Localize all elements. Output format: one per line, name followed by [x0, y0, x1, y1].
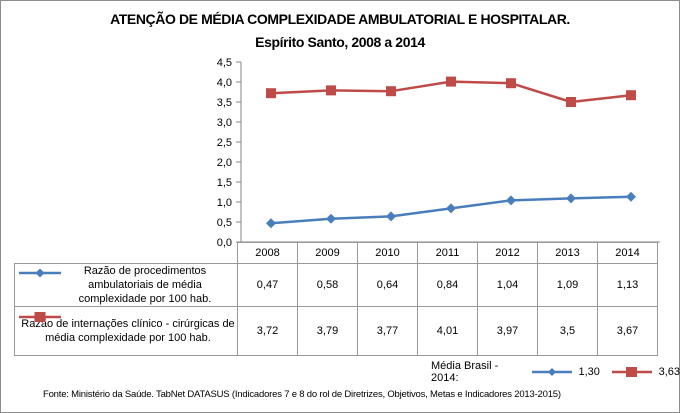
series-1-point: [566, 193, 576, 204]
series1-value: 0,84: [417, 263, 478, 307]
series1-label: Razão de procedimentos ambulatoriais de …: [78, 265, 212, 305]
series-2-point: [266, 88, 276, 99]
media-brasil-legend: Média Brasil - 2014: 1,30 3,63: [431, 360, 680, 384]
year-header: 2012: [477, 242, 538, 264]
y-tick-label: 1,5: [217, 177, 232, 189]
table-header-row: 2008 2009 2010 2011 2012 2013 2014: [15, 242, 658, 264]
year-header: 2014: [597, 242, 658, 264]
series2-value: 3,77: [357, 306, 418, 356]
year-header: 2009: [297, 242, 358, 264]
series-1-point: [266, 218, 276, 229]
series-2-point: [626, 90, 636, 101]
diamond-line-legend-icon: [531, 368, 572, 376]
square-line-legend-icon: [19, 312, 61, 322]
media-brasil-series1-value: 1,30: [578, 366, 600, 378]
series-group: [266, 76, 636, 229]
series-2-point: [506, 78, 516, 89]
y-tick-label: 3,0: [217, 117, 232, 129]
series2-value: 4,01: [417, 306, 478, 356]
y-tick-label: 0,5: [217, 217, 232, 229]
series2-value: 3,67: [597, 306, 658, 356]
series1-value: 0,64: [357, 263, 418, 307]
y-tick-label: 3,5: [217, 97, 232, 109]
series-1-point: [386, 211, 396, 222]
series1-value: 0,47: [237, 263, 298, 307]
y-tick-label: 2,5: [217, 137, 232, 149]
year-header: 2011: [417, 242, 478, 264]
series1-value: 0,58: [297, 263, 358, 307]
series1-legend-cell: Razão de procedimentos ambulatoriais de …: [14, 263, 238, 307]
source-footnote: Fonte: Ministério da Saúde. TabNet DATAS…: [43, 389, 561, 400]
table-corner: [15, 243, 238, 264]
series2-label: Razão de internações clínico - cirúrgica…: [21, 318, 235, 344]
year-header: 2008: [237, 242, 298, 264]
diamond-line-legend-icon: [19, 268, 61, 278]
y-tick-label: 0,0: [217, 237, 232, 249]
y-tick-label: 2,0: [217, 157, 232, 169]
y-tick-label: 4,0: [217, 77, 232, 89]
series2-value: 3,5: [537, 306, 598, 356]
series1-value: 1,09: [537, 263, 598, 307]
media-brasil-label: Média Brasil - 2014:: [431, 360, 499, 384]
chart-subtitle: Espírito Santo, 2008 a 2014: [255, 34, 425, 50]
square-line-legend-icon: [611, 367, 652, 377]
series2-value: 3,72: [237, 306, 298, 356]
table-row-series2: Razão de internações clínico - cirúrgica…: [14, 306, 658, 356]
y-tick-label: 4,5: [217, 57, 232, 69]
series2-value: 3,79: [297, 306, 358, 356]
media-brasil-series2-value: 3,63: [658, 366, 680, 378]
chart-title: ATENÇÃO DE MÉDIA COMPLEXIDADE AMBULATORI…: [110, 11, 570, 27]
series-1-point: [626, 191, 636, 202]
series-1-point: [506, 195, 516, 206]
series2-value: 3,97: [477, 306, 538, 356]
series-2-point: [446, 76, 456, 87]
table-row-series1: Razão de procedimentos ambulatoriais de …: [14, 263, 658, 307]
data-table: 2008 2009 2010 2011 2012 2013 2014 Razão…: [14, 242, 658, 356]
series-1-point: [446, 203, 456, 214]
series-1-point: [326, 213, 336, 224]
y-axis: 0,0 0,5 1,0 1,5 2,0 2,5 3,0 3,5 4,0 4,5: [217, 57, 660, 249]
series1-value: 1,04: [477, 263, 538, 307]
series1-value: 1,13: [597, 263, 658, 307]
y-tick-label: 1,0: [217, 197, 232, 209]
year-header: 2010: [357, 242, 418, 264]
series2-legend-cell: Razão de internações clínico - cirúrgica…: [14, 306, 238, 356]
series-2-point: [566, 97, 576, 107]
series-2-point: [386, 86, 396, 97]
series-2-point: [326, 85, 336, 96]
year-header: 2013: [537, 242, 598, 264]
